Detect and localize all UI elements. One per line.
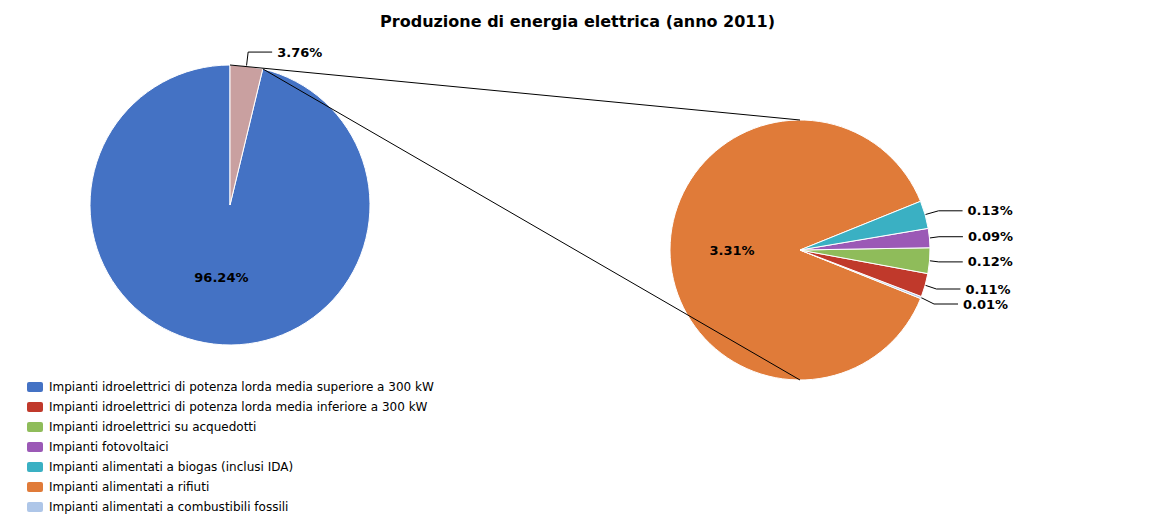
svg-text:Impianti alimentati a biogas (: Impianti alimentati a biogas (inclusi ID… <box>49 460 293 474</box>
svg-text:Impianti alimentati a combusti: Impianti alimentati a combustibili fossi… <box>49 500 288 514</box>
svg-text:Impianti idroelettrici su acqu: Impianti idroelettrici su acquedotti <box>49 420 256 434</box>
svg-text:0.09%: 0.09% <box>968 229 1013 244</box>
svg-text:3.31%: 3.31% <box>709 243 754 258</box>
svg-text:Impianti idroelettrici di pote: Impianti idroelettrici di potenza lorda … <box>49 400 428 414</box>
svg-text:Impianti fotovoltaici: Impianti fotovoltaici <box>49 440 169 454</box>
svg-text:0.01%: 0.01% <box>963 297 1008 312</box>
svg-text:Produzione di energia elettric: Produzione di energia elettrica (anno 20… <box>380 12 775 31</box>
svg-text:0.11%: 0.11% <box>965 282 1010 297</box>
svg-text:3.76%: 3.76% <box>277 45 322 60</box>
svg-text:Impianti alimentati a rifiuti: Impianti alimentati a rifiuti <box>49 480 209 494</box>
svg-text:0.13%: 0.13% <box>968 203 1013 218</box>
svg-text:Impianti idroelettrici di pote: Impianti idroelettrici di potenza lorda … <box>49 380 434 394</box>
svg-text:0.12%: 0.12% <box>968 254 1013 269</box>
svg-text:96.24%: 96.24% <box>194 270 248 285</box>
